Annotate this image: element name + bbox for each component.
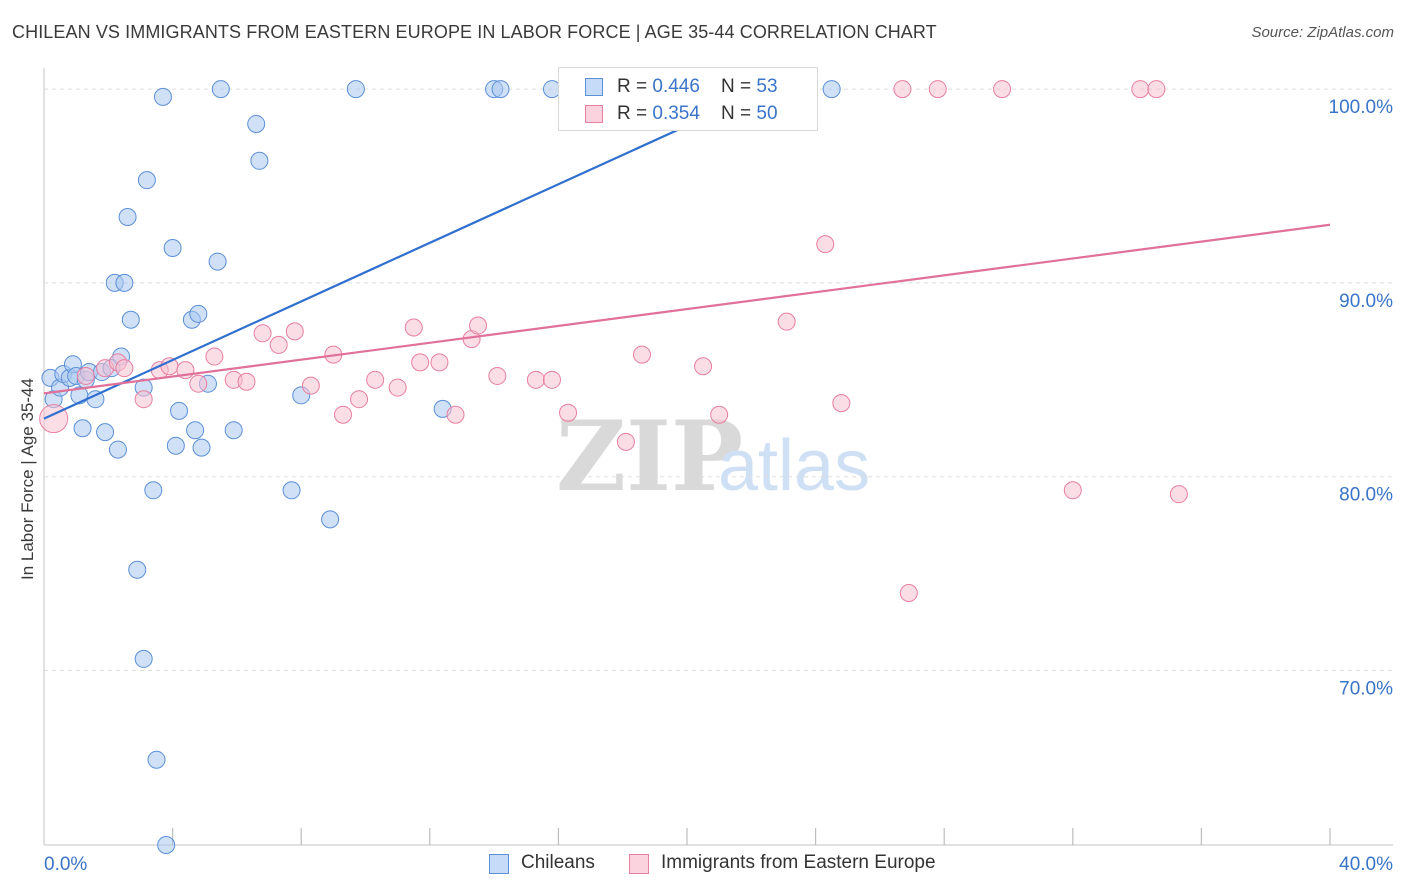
chileans-point	[282, 481, 301, 500]
eastern-europe-point	[411, 353, 430, 372]
eastern-europe-point	[404, 318, 423, 337]
eastern-europe-point	[301, 376, 320, 395]
n-value: 53	[756, 76, 778, 97]
chileans-trend-line	[43, 88, 768, 420]
chart-title: CHILEAN VS IMMIGRANTS FROM EASTERN EUROP…	[12, 22, 937, 42]
r-label: R =	[617, 103, 653, 124]
eastern-europe-point	[832, 394, 851, 413]
correlation-legend: R = 0.446 N = 53 R = 0.354 N = 50	[558, 67, 818, 131]
eastern-europe-point	[542, 370, 561, 389]
eastern-europe-point	[115, 359, 134, 378]
chileans-legend-swatch-icon	[489, 854, 509, 874]
eastern-europe-point	[269, 335, 288, 354]
chileans-point	[153, 87, 172, 106]
chileans-point	[137, 171, 156, 190]
eastern-europe-point	[928, 80, 947, 99]
chileans-point	[163, 239, 182, 258]
source-credit: Source: ZipAtlas.com	[1251, 24, 1394, 41]
eastern-europe-point	[446, 405, 465, 424]
n-value: 50	[756, 103, 778, 124]
chileans-point	[144, 481, 163, 500]
chileans-point	[189, 304, 208, 323]
y-tick-label: 80.0%	[1339, 485, 1393, 506]
chileans-point	[170, 401, 189, 420]
r-value: 0.446	[652, 76, 700, 97]
chileans-point	[247, 114, 266, 133]
chileans-point	[134, 649, 153, 668]
chileans-point	[128, 560, 147, 579]
chileans-point	[118, 208, 137, 226]
eastern-europe-point	[1147, 80, 1166, 99]
y-tick-label: 90.0%	[1339, 291, 1393, 312]
chileans-point	[147, 750, 166, 769]
eastern-europe-point	[694, 357, 713, 376]
chileans-point	[822, 80, 841, 99]
watermark-atlas: atlas	[718, 426, 870, 506]
eastern-europe-point	[333, 405, 352, 424]
chileans-point	[346, 80, 365, 99]
eastern-europe-point	[710, 405, 729, 424]
r-value: 0.354	[652, 103, 700, 124]
eastern-europe-point	[488, 366, 507, 385]
eastern-europe-point	[237, 372, 256, 391]
eastern-europe-point	[76, 366, 95, 385]
y-axis-label: In Labor Force | Age 35-44	[18, 378, 37, 580]
chileans-point	[166, 436, 185, 455]
chileans-point	[211, 80, 230, 99]
eastern-europe-swatch-icon	[585, 105, 603, 123]
eastern-europe-point	[253, 324, 272, 343]
r-label: R =	[617, 76, 653, 97]
chileans-point	[321, 510, 340, 529]
eastern-europe-point	[205, 347, 224, 366]
eastern-europe-point	[134, 390, 153, 409]
eastern-europe-point	[993, 80, 1012, 99]
chileans-point	[108, 440, 127, 459]
eastern-europe-point	[893, 80, 912, 99]
y-tick-label: 70.0%	[1339, 679, 1393, 700]
chileans-point	[157, 836, 176, 854]
eastern-europe-point	[526, 370, 545, 389]
eastern-europe-point	[777, 312, 796, 331]
chileans-point	[73, 419, 92, 438]
eastern-europe-point	[388, 378, 407, 397]
eastern-europe-point	[1169, 485, 1188, 504]
eastern-europe-point	[899, 584, 918, 603]
chileans-point	[250, 151, 269, 170]
chileans-point	[115, 273, 134, 292]
chileans-point	[491, 80, 510, 99]
legend-label: Chileans	[521, 852, 595, 873]
eastern-europe-point	[469, 316, 488, 335]
chileans-point	[121, 310, 140, 329]
chileans-point	[192, 438, 211, 457]
chileans-point	[224, 421, 243, 440]
eastern-europe-point	[285, 322, 304, 341]
eastern-europe-point	[189, 374, 208, 393]
y-tick-label: 100.0%	[1329, 97, 1394, 118]
eastern-europe-point	[632, 345, 651, 364]
chileans-point	[96, 423, 115, 442]
x-tick-label: 0.0%	[44, 854, 87, 875]
eastern-europe-point	[430, 353, 449, 372]
eastern-europe-trend-line	[43, 223, 1331, 395]
eastern-europe-legend-swatch-icon	[629, 854, 649, 874]
eastern-europe-point	[1063, 481, 1082, 500]
n-label: N =	[721, 76, 757, 97]
eastern-europe-point	[816, 235, 835, 254]
eastern-europe-point	[350, 390, 369, 409]
n-label: N =	[721, 103, 757, 124]
legend-label: Immigrants from Eastern Europe	[661, 852, 936, 873]
eastern-europe-point	[1131, 80, 1150, 99]
chileans-swatch-icon	[585, 78, 603, 96]
eastern-europe-point	[616, 432, 635, 451]
chileans-point	[208, 252, 227, 271]
x-tick-label: 40.0%	[1339, 854, 1393, 875]
chileans-point	[186, 421, 205, 440]
eastern-europe-point	[559, 403, 578, 422]
eastern-europe-point	[366, 370, 385, 389]
